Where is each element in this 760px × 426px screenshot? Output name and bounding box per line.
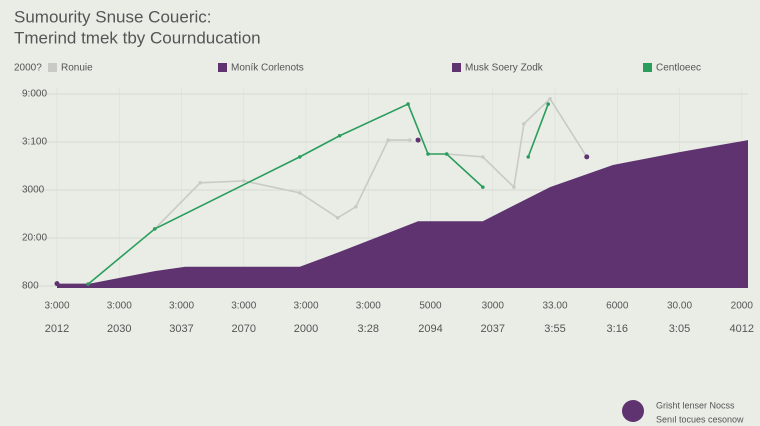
chart-subtitle: Tmerind tmek tby Cournducation xyxy=(14,28,261,47)
line xyxy=(87,102,549,285)
footer-line: Grisht lenser Nocss xyxy=(656,400,735,410)
x-sublabel: 3:55 xyxy=(544,323,565,335)
legend-label: Musk Soery Zodk xyxy=(465,63,544,74)
point xyxy=(526,155,531,159)
x-tick-label: 5000 xyxy=(419,301,442,312)
legend-swatch xyxy=(643,63,652,72)
point xyxy=(415,137,421,143)
legend-swatch xyxy=(48,63,57,72)
x-tick-label: 3:000 xyxy=(107,301,132,312)
point xyxy=(444,152,449,156)
area xyxy=(57,140,748,288)
legend-swatch xyxy=(452,63,461,72)
point xyxy=(548,97,552,101)
x-tick-label: 3000 xyxy=(482,301,505,312)
x-sublabel: 3037 xyxy=(169,323,193,335)
x-tick-label: 3:000 xyxy=(293,301,318,312)
point xyxy=(297,191,302,195)
x-sublabel: 2012 xyxy=(45,323,69,335)
point xyxy=(546,102,550,106)
point xyxy=(386,138,390,142)
x-sublabel: 2000 xyxy=(294,323,318,335)
point xyxy=(297,155,302,159)
x-sublabel: 2030 xyxy=(107,323,131,335)
footer-line: Senıl tocues cesonow xyxy=(656,414,744,424)
point xyxy=(152,227,157,231)
y-tick-label: 3:100 xyxy=(22,137,47,148)
x-sublabel: 2070 xyxy=(232,323,256,335)
chart-title: Sumourity Snuse Coueric: xyxy=(14,7,211,26)
x-sublabel: 2037 xyxy=(481,323,505,335)
y-tick-label: 3000 xyxy=(22,185,45,196)
x-sublabel: 2094 xyxy=(418,323,442,335)
y-tick-label: 9:000 xyxy=(22,89,47,100)
x-tick-label: 3:000 xyxy=(44,301,69,312)
point xyxy=(198,181,202,185)
legend-label: Ronuie xyxy=(61,63,93,74)
x-tick-label: 3:000 xyxy=(169,301,194,312)
line xyxy=(154,97,588,230)
x-tick-label: 6000 xyxy=(606,301,629,312)
legend-label: Moník Corlenots xyxy=(231,63,304,74)
point xyxy=(337,133,342,138)
legend-label: Centloeec xyxy=(656,63,701,74)
x-sublabel: 3:05 xyxy=(669,323,690,335)
point xyxy=(584,154,590,160)
point xyxy=(354,205,358,209)
point xyxy=(54,281,60,287)
point xyxy=(512,185,516,189)
point xyxy=(86,282,90,286)
point xyxy=(481,185,485,189)
point xyxy=(241,179,246,183)
point xyxy=(426,152,430,156)
point xyxy=(406,102,410,106)
x-tick-label: 3:000 xyxy=(231,301,256,312)
point xyxy=(522,121,526,126)
y-tick-label: 800 xyxy=(22,281,39,292)
point xyxy=(335,216,340,220)
x-sublabel: 3:16 xyxy=(607,323,628,335)
y-tick-label: 20:00 xyxy=(22,233,47,244)
legend-title: 2000? xyxy=(14,63,42,74)
x-tick-label: 2000 xyxy=(731,301,754,312)
point xyxy=(481,155,485,159)
x-tick-label: 30.00 xyxy=(667,301,692,312)
x-sublabel: 3:28 xyxy=(358,323,379,335)
x-tick-label: 3:000 xyxy=(356,301,381,312)
x-tick-label: 33.00 xyxy=(543,301,568,312)
legend-swatch xyxy=(218,63,227,72)
x-sublabel: 4012 xyxy=(730,323,754,335)
point xyxy=(408,138,412,142)
logo xyxy=(622,400,644,422)
